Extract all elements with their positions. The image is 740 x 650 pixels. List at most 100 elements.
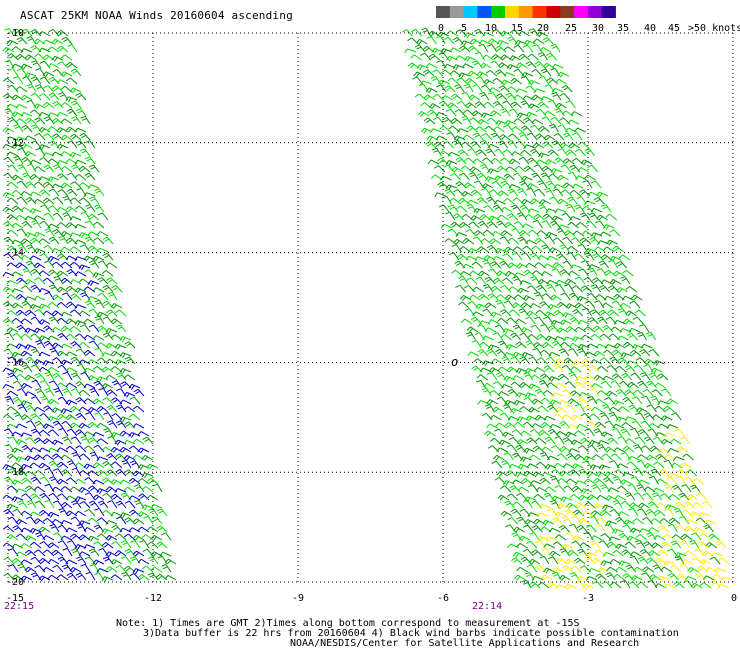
wind-barb	[540, 96, 553, 101]
wind-barb	[84, 445, 96, 453]
legend-label: 15	[511, 23, 523, 34]
wind-barb	[657, 400, 670, 406]
wind-barb	[31, 76, 42, 85]
wind-barb	[528, 79, 540, 86]
wind-barb	[70, 100, 82, 109]
wind-barb	[461, 63, 474, 69]
wind-barb	[431, 147, 442, 157]
wind-barb	[130, 540, 141, 549]
wind-barb	[671, 412, 682, 421]
wind-barb	[652, 564, 664, 573]
wind-barb	[557, 373, 570, 381]
wind-barb	[528, 558, 541, 565]
wind-barb	[87, 296, 100, 302]
wind-barb	[30, 476, 42, 485]
wind-barb	[577, 167, 590, 173]
wind-barb	[115, 516, 127, 525]
wind-barb	[563, 485, 575, 493]
wind-barb	[565, 203, 576, 213]
wind-barb	[621, 422, 634, 429]
legend-label: 10	[485, 23, 497, 34]
wind-barb	[106, 309, 118, 317]
wind-barb	[43, 549, 55, 557]
wind-barb	[102, 332, 114, 341]
wind-barb	[522, 245, 534, 253]
wind-barb	[115, 564, 127, 573]
wind-barb	[62, 195, 73, 205]
wind-barb	[49, 476, 60, 485]
wind-barb	[30, 316, 42, 325]
wind-barb	[12, 205, 24, 213]
wind-barb	[540, 574, 553, 581]
wind-barb	[487, 44, 498, 53]
wind-barb	[51, 183, 64, 189]
wind-barb	[579, 212, 591, 221]
wind-barb	[2, 127, 15, 134]
wind-barb	[505, 92, 517, 101]
wind-barb	[516, 188, 528, 197]
wind-barb	[39, 541, 51, 549]
wind-barb	[11, 271, 24, 277]
wind-barb	[56, 160, 69, 165]
wind-barb	[502, 277, 514, 285]
wind-barb	[565, 404, 576, 413]
wind-barb	[29, 255, 42, 261]
wind-barb	[33, 198, 46, 205]
wind-barb	[628, 581, 640, 589]
wind-barb	[151, 516, 163, 525]
wind-barb	[677, 469, 689, 477]
wind-barb	[56, 79, 69, 85]
wind-barb	[2, 383, 15, 389]
wind-barb	[513, 272, 526, 278]
wind-barb	[544, 486, 557, 493]
wind-barb	[83, 318, 96, 325]
wind-barb	[119, 416, 132, 423]
wind-barb	[434, 165, 446, 173]
wind-barb	[605, 213, 618, 221]
wind-barb	[101, 528, 114, 535]
wind-barb	[71, 164, 82, 173]
wind-barb	[33, 470, 46, 477]
wind-barb	[471, 340, 482, 349]
wind-barb	[60, 134, 73, 141]
wind-barb	[52, 420, 64, 429]
wind-barb	[477, 118, 490, 125]
legend-label: 30	[592, 23, 604, 34]
wind-barb	[426, 36, 437, 45]
wind-barb	[637, 502, 650, 509]
wind-barb	[544, 436, 556, 445]
wind-barb	[47, 398, 60, 405]
wind-barb	[458, 301, 470, 309]
wind-barb	[529, 252, 541, 261]
wind-barb	[638, 528, 651, 533]
wind-barb	[141, 472, 154, 479]
wind-barb	[639, 324, 650, 333]
wind-barb	[443, 36, 455, 45]
wind-barb	[520, 302, 533, 309]
wind-barb	[565, 100, 576, 109]
wind-barb	[30, 92, 42, 101]
wind-barb	[628, 327, 641, 333]
wind-barb	[47, 335, 60, 341]
wind-barb	[630, 575, 643, 582]
wind-barb	[103, 412, 114, 421]
wind-barb	[643, 462, 656, 469]
wind-barb	[76, 187, 87, 197]
wind-barb	[495, 299, 506, 309]
wind-barb	[526, 132, 538, 141]
wind-barb	[11, 190, 24, 197]
wind-barb	[121, 556, 132, 565]
wind-barb	[137, 478, 150, 485]
wind-barb	[525, 61, 537, 69]
wind-barb	[611, 528, 624, 535]
wind-barb	[636, 407, 648, 414]
wind-barb	[141, 534, 154, 541]
wind-barb	[492, 277, 505, 285]
wind-barb	[49, 523, 60, 533]
wind-barb	[61, 564, 73, 573]
wind-barb	[67, 460, 78, 469]
wind-barb	[84, 492, 96, 501]
wind-barb	[500, 230, 513, 237]
wind-barb	[552, 237, 565, 245]
wind-barb	[30, 364, 42, 373]
